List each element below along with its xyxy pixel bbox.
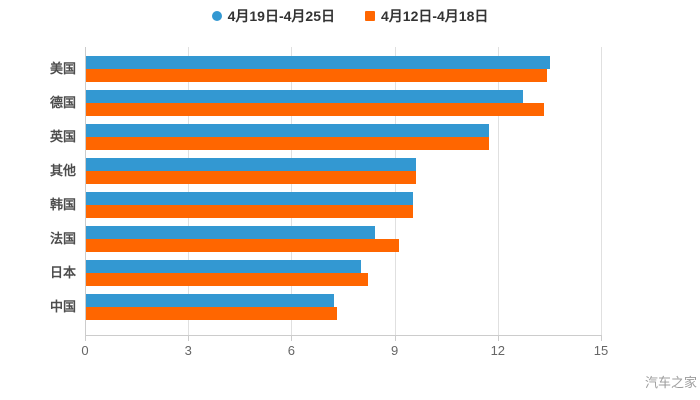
x-tick-mark-3 [188,336,190,341]
x-tick-mark-15 [601,336,602,341]
category-label: 美国 [49,61,76,76]
legend: 4月19日-4月25日 4月12日-4月18日 [0,6,700,26]
category-label: 英国 [49,129,76,144]
gridline-x-15 [601,47,602,335]
bar-series1-row1 [86,103,544,116]
legend-label: 4月12日-4月18日 [381,8,489,24]
bar-series0-row3 [86,158,417,171]
bar-series1-row7 [86,307,338,320]
category-label: 其他 [49,163,76,178]
x-tick-mark-0 [85,336,86,341]
category-label: 中国 [49,299,76,314]
bar-series1-row2 [86,137,489,150]
gridline-x-6 [291,47,293,335]
x-tick-mark-9 [394,336,396,341]
bar-series0-row7 [86,294,334,307]
bar-series0-row1 [86,90,523,103]
x-tick-label: 6 [287,343,296,358]
x-tick-mark-6 [291,336,293,341]
x-tick-label: 0 [81,343,89,358]
bar-series0-row2 [86,124,489,137]
x-tick-label: 3 [184,343,192,358]
bar-series1-row6 [86,273,369,286]
gridline-x-9 [394,47,396,335]
legend-marker-square-icon [365,11,375,21]
bar-series0-row4 [86,192,413,205]
legend-label: 4月19日-4月25日 [227,8,335,24]
watermark: 汽车之家 [644,375,697,390]
x-tick-label: 15 [593,343,609,358]
legend-item-series-0[interactable]: 4月19日-4月25日 [211,6,335,26]
x-tick-label: 12 [490,343,506,358]
category-label: 法国 [49,231,76,246]
x-axis: 0 3 6 9 12 15 [0,335,700,365]
bar-series0-row6 [86,260,362,273]
bar-series1-row0 [86,69,547,82]
category-label: 日本 [49,265,76,280]
bar-series1-row4 [86,205,413,218]
bar-series1-row5 [86,239,399,252]
x-tick-mark-12 [497,336,499,341]
gridline-x-12 [497,47,499,335]
legend-item-series-1[interactable]: 4月12日-4月18日 [365,6,488,26]
bar-series0-row5 [86,226,375,239]
gridline-x-3 [188,47,190,335]
legend-marker-circle-icon [211,11,222,21]
x-tick-label: 9 [390,343,399,358]
category-label: 韩国 [49,197,76,212]
category-label: 德国 [49,95,76,110]
plot-area [85,47,602,336]
bar-series0-row0 [86,56,551,69]
y-axis-labels: 美国德国英国其他韩国法国日本中国 [0,47,76,335]
bar-series1-row3 [86,171,417,184]
